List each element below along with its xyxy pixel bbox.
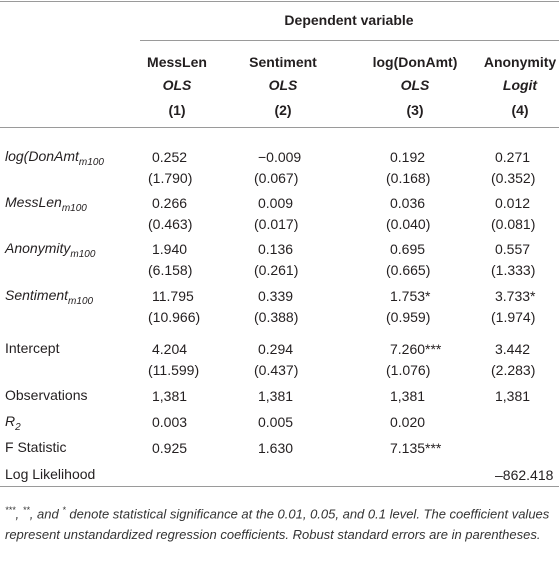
row-label-sub: m100 bbox=[68, 295, 94, 307]
coefficient: 1.630 bbox=[258, 440, 294, 456]
coefficient: 1.940 bbox=[152, 241, 188, 257]
coefficient: 0.271 bbox=[495, 149, 531, 165]
column-number: (1) bbox=[168, 102, 186, 118]
row-label: log(DonAmtm100 bbox=[5, 146, 110, 173]
standard-error: (0.168) bbox=[386, 170, 431, 186]
row-label: MessLenm100 bbox=[5, 192, 110, 219]
standard-error: (1.333) bbox=[491, 262, 536, 278]
column-method: OLS bbox=[400, 77, 430, 93]
standard-error: (0.040) bbox=[386, 216, 431, 232]
row-label-sub: m100 bbox=[61, 202, 87, 214]
coefficient: 0.339 bbox=[258, 288, 294, 304]
coefficient: 0.925 bbox=[152, 440, 188, 456]
row-label-text: Observations bbox=[5, 387, 88, 403]
coefficient: 0.005 bbox=[258, 414, 294, 430]
row-label: F Statistic bbox=[5, 437, 110, 458]
coefficient: 11.795 bbox=[152, 288, 194, 304]
coefficient: 7.260*** bbox=[390, 341, 442, 357]
coefficient: 0.009 bbox=[258, 195, 294, 211]
coefficient: 0.003 bbox=[152, 414, 188, 430]
coefficient: 3.442 bbox=[495, 341, 531, 357]
row-label-text: Sentiment bbox=[5, 287, 69, 303]
row-label-sub: 2 bbox=[15, 421, 21, 433]
header-title: Dependent variable bbox=[284, 12, 414, 28]
standard-error: (0.959) bbox=[386, 309, 431, 325]
coefficient: 4.204 bbox=[152, 341, 188, 357]
footnote-text: , and bbox=[29, 506, 63, 522]
standard-error: (0.067) bbox=[254, 170, 299, 186]
coefficient: 3.733* bbox=[495, 288, 536, 304]
row-label-text: Intercept bbox=[5, 340, 60, 356]
coefficient: 0.136 bbox=[258, 241, 294, 257]
coefficient: 7.135*** bbox=[390, 440, 442, 456]
row-label-text: R bbox=[5, 413, 16, 429]
column-name: log(DonAmt) bbox=[372, 54, 458, 70]
coefficient: 0.266 bbox=[152, 195, 188, 211]
row-label-text: MessLen bbox=[5, 194, 62, 210]
row-label: R2 bbox=[5, 411, 110, 438]
standard-error: (11.599) bbox=[148, 362, 200, 378]
rule bbox=[0, 486, 559, 487]
row-label-text: F Statistic bbox=[5, 439, 67, 455]
coefficient: 0.012 bbox=[495, 195, 531, 211]
coefficient: 1,381 bbox=[390, 388, 426, 404]
coefficient: 1,381 bbox=[495, 388, 531, 404]
coefficient: 0.036 bbox=[390, 195, 426, 211]
standard-error: (0.352) bbox=[491, 170, 536, 186]
row-label-text: Anonymity bbox=[5, 240, 71, 256]
column-number: (4) bbox=[511, 102, 529, 118]
standard-error: (0.388) bbox=[254, 309, 299, 325]
row-label-sub: m100 bbox=[70, 248, 96, 260]
row-label-text: Log Likelihood bbox=[5, 466, 96, 482]
coefficient: 0.294 bbox=[258, 341, 294, 357]
row-label: Anonymitym100 bbox=[5, 238, 110, 265]
coefficient: 0.192 bbox=[390, 149, 426, 165]
standard-error: (1.974) bbox=[491, 309, 536, 325]
coefficient: 1,381 bbox=[258, 388, 294, 404]
column-name: Sentiment bbox=[249, 54, 317, 70]
standard-error: (0.081) bbox=[491, 216, 536, 232]
footnote-mark: ** bbox=[22, 505, 30, 515]
rule bbox=[0, 1, 559, 2]
footnote-text: , bbox=[15, 506, 23, 522]
coefficient: 0.252 bbox=[152, 149, 188, 165]
rule bbox=[140, 40, 559, 41]
standard-error: (6.158) bbox=[148, 262, 193, 278]
standard-error: (1.076) bbox=[386, 362, 431, 378]
standard-error: (10.966) bbox=[148, 309, 201, 325]
standard-error: (0.437) bbox=[254, 362, 299, 378]
coefficient: 1.753* bbox=[390, 288, 431, 304]
column-method: Logit bbox=[502, 77, 538, 93]
row-label-text: log(DonAmt bbox=[5, 148, 79, 164]
column-method: OLS bbox=[162, 77, 192, 93]
standard-error: (0.017) bbox=[254, 216, 299, 232]
footnote: ***, **, and * denote statistical signif… bbox=[5, 500, 555, 545]
standard-error: (2.283) bbox=[491, 362, 536, 378]
coefficient: 1,381 bbox=[152, 388, 188, 404]
row-label: Intercept bbox=[5, 338, 110, 359]
footnote-text: denote statistical significance at the 0… bbox=[5, 506, 550, 543]
coefficient: 0.020 bbox=[390, 414, 426, 430]
column-method: OLS bbox=[268, 77, 298, 93]
row-label-sub: m100 bbox=[78, 156, 104, 168]
footnote-mark: *** bbox=[5, 505, 16, 515]
column-name: Anonymity bbox=[483, 54, 557, 70]
standard-error: (0.261) bbox=[254, 262, 299, 278]
row-label: Sentimentm100 bbox=[5, 285, 110, 312]
standard-error: (0.463) bbox=[148, 216, 193, 232]
standard-error: (1.790) bbox=[148, 170, 193, 186]
coefficient: 0.695 bbox=[390, 241, 426, 257]
row-label: Observations bbox=[5, 385, 110, 406]
rule bbox=[0, 127, 559, 128]
column-number: (2) bbox=[274, 102, 292, 118]
coefficient: –862.418 bbox=[495, 467, 554, 483]
coefficient: −0.009 bbox=[258, 149, 302, 165]
row-label: Log Likelihood bbox=[5, 464, 110, 485]
column-name: MessLen bbox=[147, 54, 207, 70]
coefficient: 0.557 bbox=[495, 241, 531, 257]
standard-error: (0.665) bbox=[386, 262, 431, 278]
footnote-mark: * bbox=[62, 505, 66, 515]
column-number: (3) bbox=[406, 102, 424, 118]
